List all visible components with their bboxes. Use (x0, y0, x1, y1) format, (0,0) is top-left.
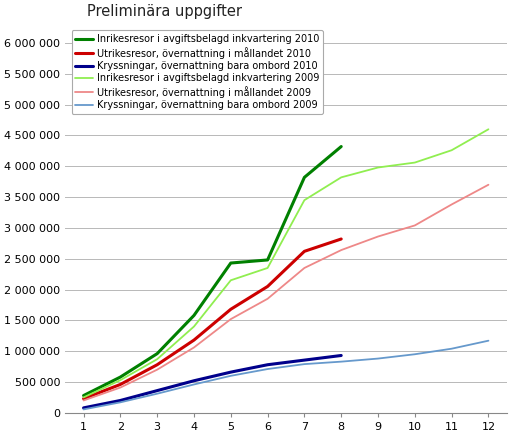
Inrikesresor i avgiftsbelagd inkvartering 2009 (485, 127, 492, 132)
Inrikesresor i avgiftsbelagd inkvartering 2010 (338, 144, 344, 149)
Utrikesresor, övernattning i mållandet 2009 (191, 345, 197, 350)
Kryssningar, övernattning bara ombord 2009 (154, 391, 160, 396)
Inrikesresor i avgiftsbelagd inkvartering 2009 (191, 324, 197, 329)
Line: Inrikesresor i avgiftsbelagd inkvartering 2010: Inrikesresor i avgiftsbelagd inkvarterin… (84, 146, 341, 395)
Inrikesresor i avgiftsbelagd inkvartering 2010 (265, 257, 271, 262)
Inrikesresor i avgiftsbelagd inkvartering 2009 (375, 165, 381, 170)
Utrikesresor, övernattning i mållandet 2009 (265, 296, 271, 301)
Utrikesresor, övernattning i mållandet 2010 (191, 337, 197, 343)
Kryssningar, övernattning bara ombord 2010 (228, 369, 234, 375)
Kryssningar, övernattning bara ombord 2010 (118, 398, 124, 403)
Utrikesresor, övernattning i mållandet 2010 (338, 236, 344, 242)
Inrikesresor i avgiftsbelagd inkvartering 2009 (118, 378, 124, 383)
Line: Utrikesresor, övernattning i mållandet 2009: Utrikesresor, övernattning i mållandet 2… (84, 185, 489, 401)
Utrikesresor, övernattning i mållandet 2009 (81, 398, 87, 403)
Legend: Inrikesresor i avgiftsbelagd inkvartering 2010, Utrikesresor, övernattning i mål: Inrikesresor i avgiftsbelagd inkvarterin… (72, 31, 323, 114)
Kryssningar, övernattning bara ombord 2010 (301, 358, 308, 363)
Line: Inrikesresor i avgiftsbelagd inkvartering 2009: Inrikesresor i avgiftsbelagd inkvarterin… (84, 129, 489, 397)
Kryssningar, övernattning bara ombord 2009 (301, 361, 308, 367)
Kryssningar, övernattning bara ombord 2009 (81, 407, 87, 412)
Kryssningar, övernattning bara ombord 2009 (228, 373, 234, 378)
Inrikesresor i avgiftsbelagd inkvartering 2009 (154, 357, 160, 362)
Kryssningar, övernattning bara ombord 2010 (265, 362, 271, 368)
Utrikesresor, övernattning i mållandet 2009 (412, 223, 418, 228)
Line: Utrikesresor, övernattning i mållandet 2010: Utrikesresor, övernattning i mållandet 2… (84, 239, 341, 399)
Utrikesresor, övernattning i mållandet 2009 (154, 367, 160, 372)
Utrikesresor, övernattning i mållandet 2010 (301, 249, 308, 254)
Kryssningar, övernattning bara ombord 2010 (338, 353, 344, 358)
Kryssningar, övernattning bara ombord 2009 (412, 352, 418, 357)
Utrikesresor, övernattning i mållandet 2009 (449, 202, 455, 207)
Inrikesresor i avgiftsbelagd inkvartering 2010 (118, 375, 124, 380)
Inrikesresor i avgiftsbelagd inkvartering 2009 (265, 266, 271, 271)
Kryssningar, övernattning bara ombord 2009 (338, 359, 344, 364)
Line: Kryssningar, övernattning bara ombord 2009: Kryssningar, övernattning bara ombord 20… (84, 341, 489, 409)
Utrikesresor, övernattning i mållandet 2010 (228, 307, 234, 312)
Utrikesresor, övernattning i mållandet 2009 (338, 248, 344, 253)
Inrikesresor i avgiftsbelagd inkvartering 2009 (81, 395, 87, 400)
Inrikesresor i avgiftsbelagd inkvartering 2010 (228, 260, 234, 266)
Utrikesresor, övernattning i mållandet 2010 (118, 382, 124, 387)
Inrikesresor i avgiftsbelagd inkvartering 2009 (228, 278, 234, 283)
Inrikesresor i avgiftsbelagd inkvartering 2010 (191, 313, 197, 318)
Utrikesresor, övernattning i mållandet 2010 (81, 396, 87, 401)
Kryssningar, övernattning bara ombord 2009 (375, 356, 381, 361)
Kryssningar, övernattning bara ombord 2009 (485, 338, 492, 343)
Kryssningar, övernattning bara ombord 2010 (191, 378, 197, 383)
Kryssningar, övernattning bara ombord 2009 (118, 400, 124, 405)
Utrikesresor, övernattning i mållandet 2009 (375, 234, 381, 239)
Inrikesresor i avgiftsbelagd inkvartering 2009 (338, 175, 344, 180)
Utrikesresor, övernattning i mållandet 2009 (228, 317, 234, 322)
Inrikesresor i avgiftsbelagd inkvartering 2010 (81, 393, 87, 398)
Text: Preliminära uppgifter: Preliminära uppgifter (87, 4, 242, 19)
Utrikesresor, övernattning i mållandet 2009 (118, 385, 124, 390)
Kryssningar, övernattning bara ombord 2010 (154, 388, 160, 393)
Kryssningar, övernattning bara ombord 2010 (81, 405, 87, 410)
Inrikesresor i avgiftsbelagd inkvartering 2009 (301, 198, 308, 203)
Inrikesresor i avgiftsbelagd inkvartering 2009 (449, 148, 455, 153)
Kryssningar, övernattning bara ombord 2009 (449, 346, 455, 351)
Utrikesresor, övernattning i mållandet 2009 (301, 266, 308, 271)
Line: Kryssningar, övernattning bara ombord 2010: Kryssningar, övernattning bara ombord 20… (84, 355, 341, 408)
Utrikesresor, övernattning i mållandet 2009 (485, 182, 492, 187)
Kryssningar, övernattning bara ombord 2009 (191, 382, 197, 387)
Inrikesresor i avgiftsbelagd inkvartering 2010 (301, 175, 308, 180)
Kryssningar, övernattning bara ombord 2009 (265, 366, 271, 371)
Utrikesresor, övernattning i mållandet 2010 (154, 362, 160, 368)
Inrikesresor i avgiftsbelagd inkvartering 2009 (412, 160, 418, 165)
Utrikesresor, övernattning i mållandet 2010 (265, 284, 271, 289)
Inrikesresor i avgiftsbelagd inkvartering 2010 (154, 351, 160, 356)
